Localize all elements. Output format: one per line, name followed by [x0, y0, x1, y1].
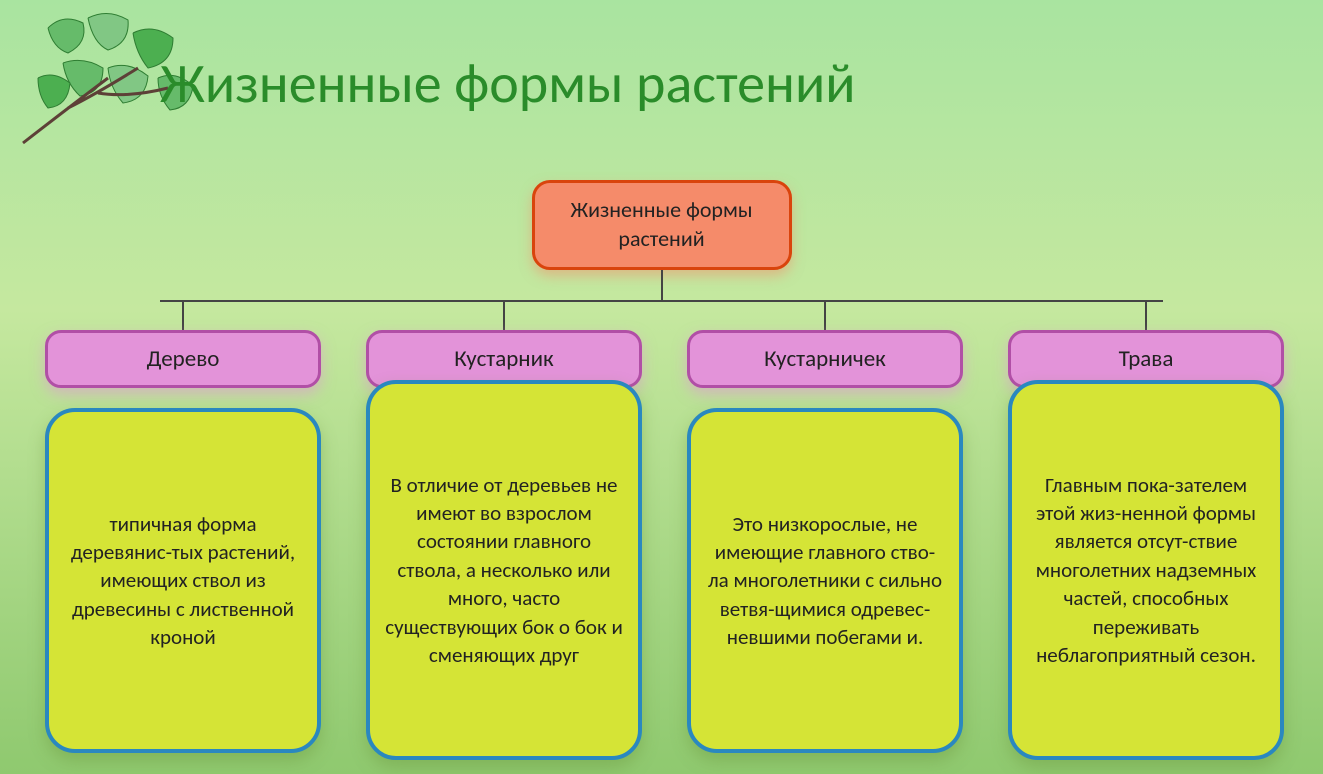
category-subshrub: Кустарничек: [687, 330, 963, 388]
connector-line: [661, 270, 663, 300]
vline: [182, 300, 184, 330]
horizontal-bar: [160, 300, 1163, 302]
desc-shrub: В отличие от деревьев не имеют во взросл…: [366, 380, 642, 760]
desc-grass: Главным пока-зателем этой жиз-ненной фор…: [1008, 380, 1284, 760]
category-tree: Дерево: [45, 330, 321, 388]
vline: [503, 300, 505, 330]
page-title: Жизненные формы растений: [160, 50, 856, 118]
desc-subshrub: Это низкорослые, не имеющие главного ств…: [687, 408, 963, 753]
vline: [824, 300, 826, 330]
root-node: Жизненные формы растений: [532, 180, 792, 270]
vline: [1145, 300, 1147, 330]
desc-tree: типичная форма деревянис-тых растений, и…: [45, 408, 321, 753]
